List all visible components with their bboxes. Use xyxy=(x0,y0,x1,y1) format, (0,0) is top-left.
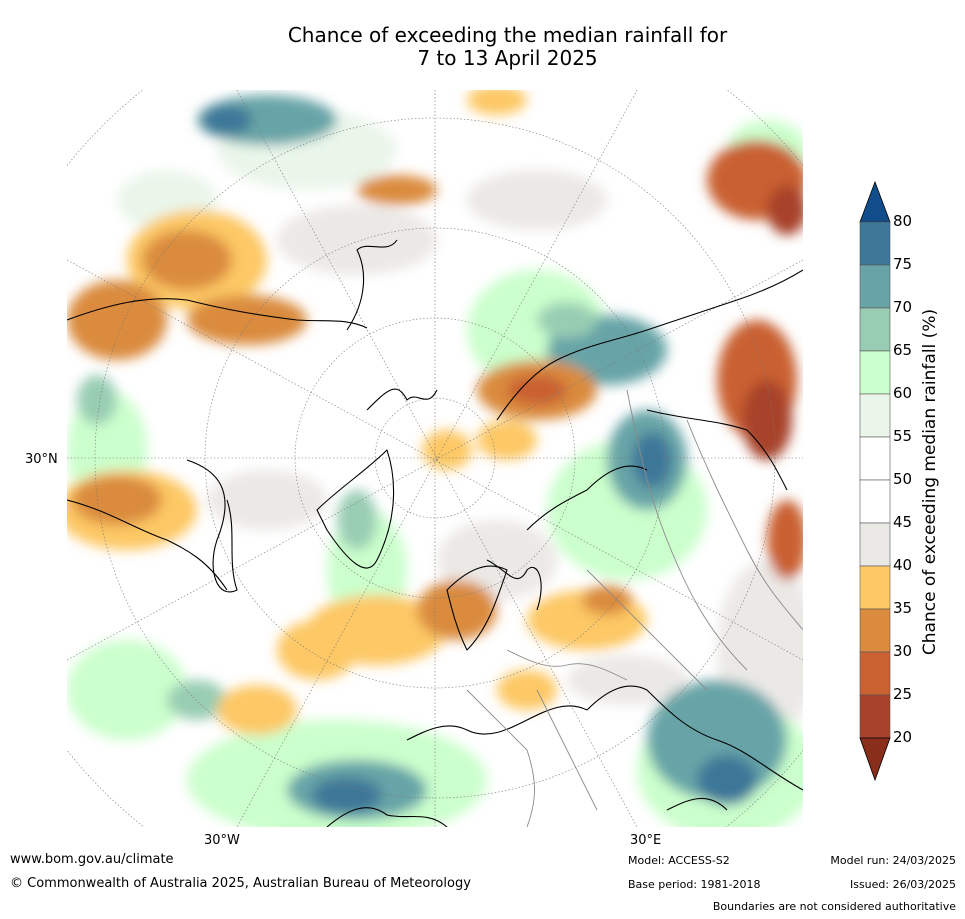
colorbar-segment xyxy=(859,694,891,739)
map-title-line1: Chance of exceeding the median rainfall … xyxy=(287,23,728,47)
colorbar-segment xyxy=(859,608,891,653)
colorbar-segment xyxy=(859,350,891,395)
colorbar-tick-label: 60 xyxy=(893,384,913,402)
colorbar-segment xyxy=(859,393,891,438)
colorbar-tick-label: 40 xyxy=(893,556,913,574)
country-borders xyxy=(466,389,803,827)
colorbar-tick-label: 70 xyxy=(893,298,913,316)
colorbar-tick-label: 20 xyxy=(893,728,913,746)
colorbar-segment xyxy=(859,479,891,524)
colorbar-tick-label: 55 xyxy=(893,427,913,445)
graticule xyxy=(67,90,803,827)
footer-website: www.bom.gov.au/climate xyxy=(10,852,174,867)
footer-model-run: Model run: 24/03/2025 xyxy=(830,854,956,867)
colorbar-segment xyxy=(859,264,891,309)
rainfall-probability-map xyxy=(67,90,803,827)
colorbar-segment xyxy=(859,522,891,567)
colorbar-over-triangle xyxy=(859,180,891,223)
footer-base-period: Base period: 1981-2018 xyxy=(628,878,761,891)
colorbar-tick-label: 50 xyxy=(893,470,913,488)
colorbar xyxy=(859,180,891,782)
colorbar-segment xyxy=(859,307,891,352)
colorbar-segment xyxy=(859,565,891,610)
colorbar-under-triangle xyxy=(859,737,891,782)
colorbar-segment xyxy=(859,221,891,266)
colorbar-tick-label: 30 xyxy=(893,642,913,660)
colorbar-tick-label: 35 xyxy=(893,599,913,617)
footer-issued: Issued: 26/03/2025 xyxy=(849,878,956,891)
colorbar-segment xyxy=(859,436,891,481)
coastlines xyxy=(67,239,803,827)
longitude-label-30w: 30°W xyxy=(204,833,240,848)
colorbar-segment xyxy=(859,651,891,696)
footer-model: Model: ACCESS-S2 xyxy=(628,854,730,867)
colorbar-tick-label: 45 xyxy=(893,513,913,531)
colorbar-title: Chance of exceeding median rainfall (%) xyxy=(920,308,940,656)
footer-disclaimer: Boundaries are not considered authoritat… xyxy=(712,900,956,913)
colorbar-tick-label: 65 xyxy=(893,341,913,359)
longitude-label-30e: 30°E xyxy=(630,833,662,848)
colorbar-tick-label: 80 xyxy=(893,212,913,230)
footer-copyright: © Commonwealth of Australia 2025, Austra… xyxy=(10,876,471,891)
latitude-label-30n: 30°N xyxy=(25,452,58,467)
colorbar-tick-label: 25 xyxy=(893,685,913,703)
map-title-line2: 7 to 13 April 2025 xyxy=(417,46,598,70)
colorbar-tick-label: 75 xyxy=(893,255,913,273)
